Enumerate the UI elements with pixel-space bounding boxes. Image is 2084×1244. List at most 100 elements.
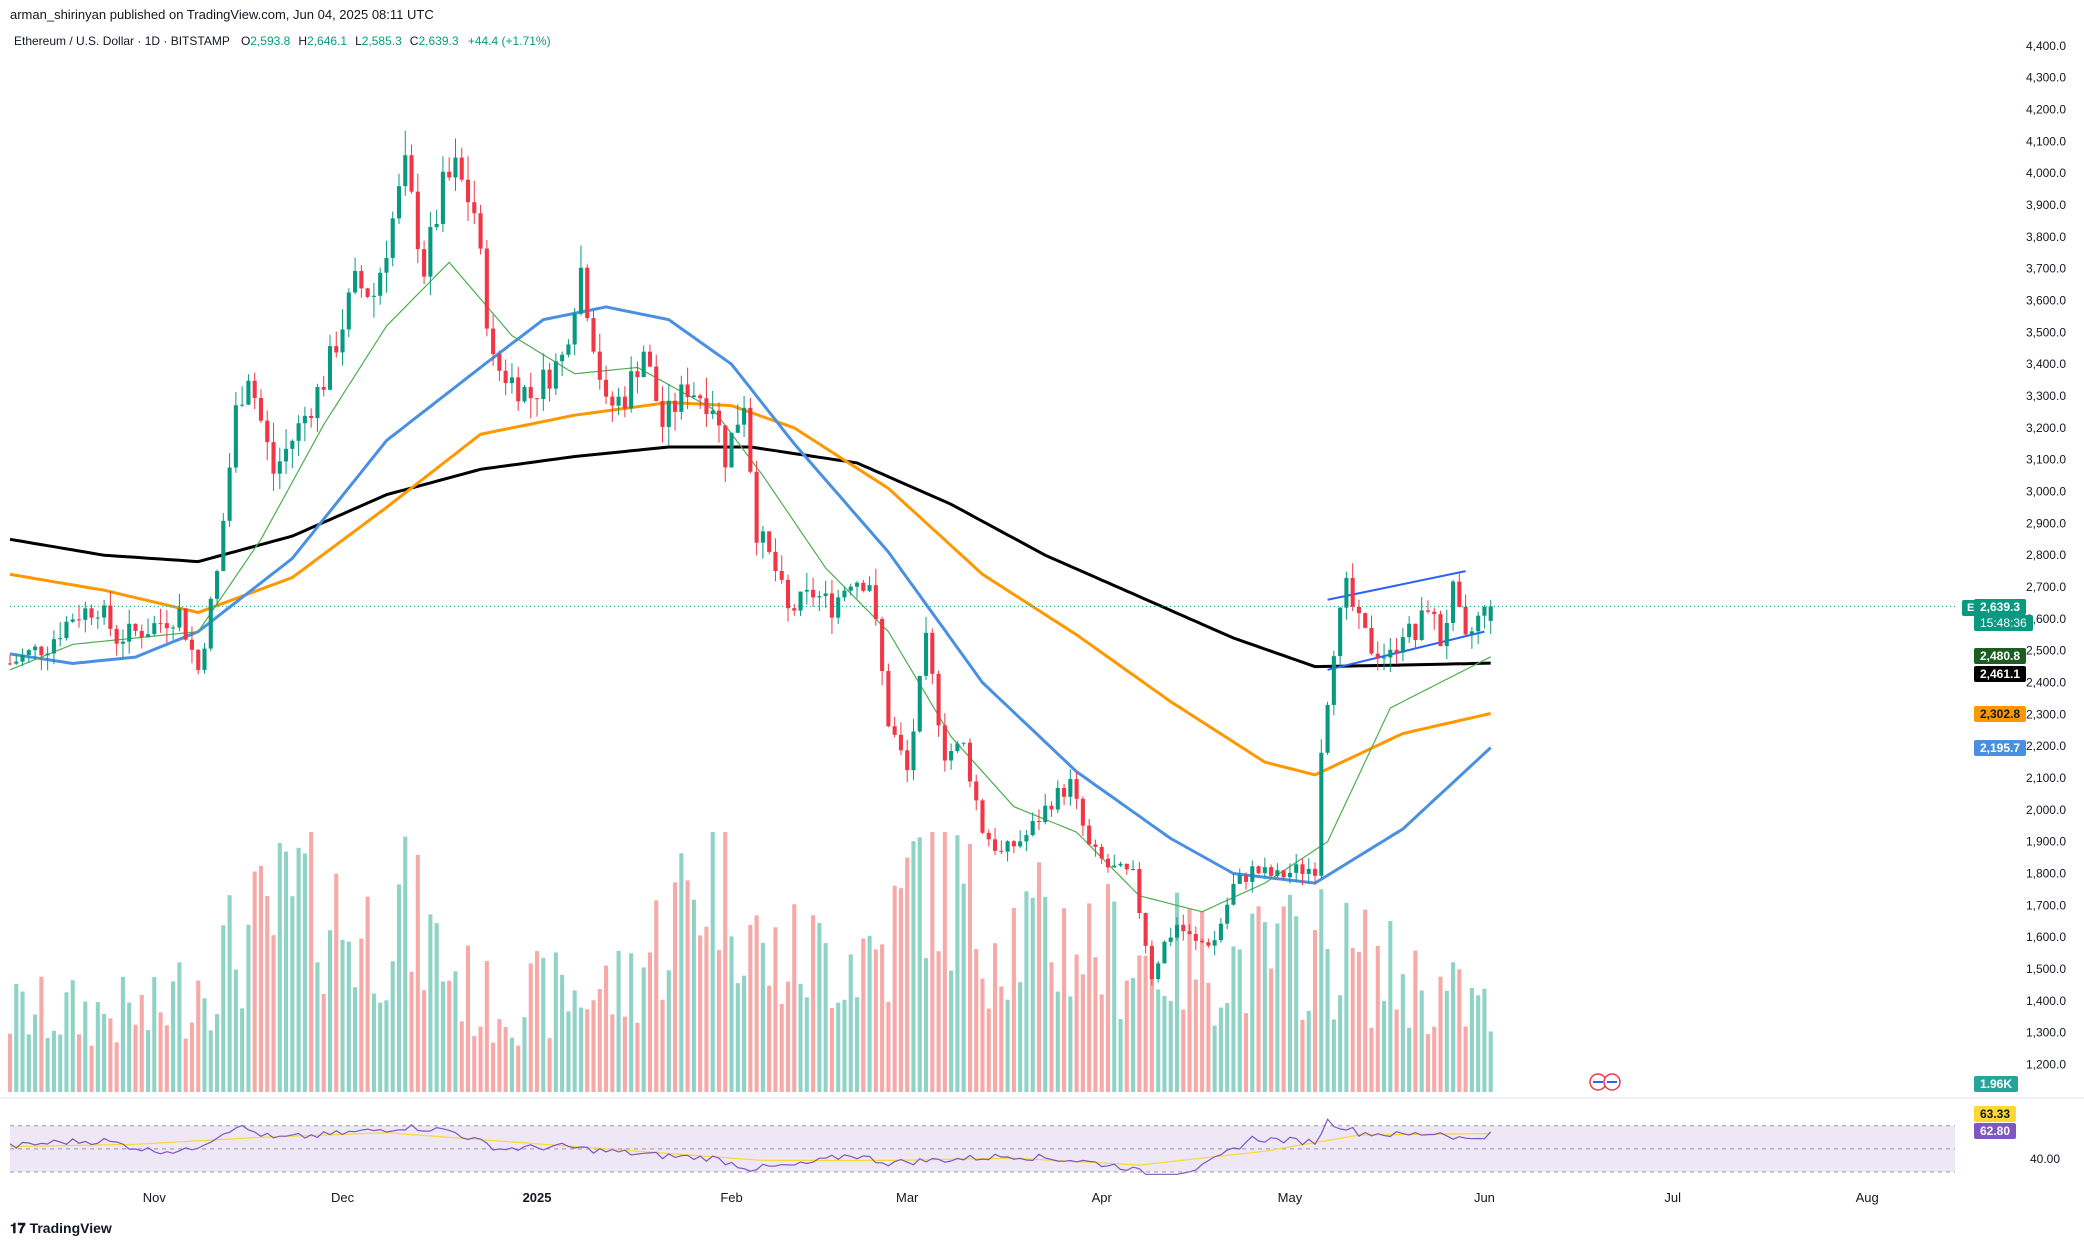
volume-bar <box>930 832 935 1092</box>
candle-body <box>51 639 56 654</box>
volume-bar <box>1382 1000 1387 1092</box>
candle-body <box>547 369 552 389</box>
volume-bar <box>396 884 402 1092</box>
candle-body <box>635 371 640 378</box>
candle-body <box>296 423 301 441</box>
volume-bar <box>327 930 333 1092</box>
volume-bar <box>183 1038 188 1092</box>
volume-bar <box>378 1002 383 1092</box>
candle-body <box>836 597 841 618</box>
candle-body <box>491 328 496 355</box>
volume-bar <box>547 1038 552 1092</box>
volume-bar <box>942 832 947 1092</box>
candle-body <box>854 582 860 587</box>
volume-bar <box>1350 947 1355 1092</box>
volume-bar <box>716 950 722 1092</box>
candle-body <box>798 591 803 611</box>
volume-bar <box>1394 1009 1399 1092</box>
candle-body <box>45 653 50 656</box>
volume-bar <box>898 888 903 1092</box>
volume-bar <box>353 987 358 1092</box>
candle-body <box>848 586 853 591</box>
volume-bar <box>14 983 19 1092</box>
y-tick-label: 3,100.0 <box>2026 453 2066 467</box>
volume-bar <box>1174 892 1180 1092</box>
volume-bar <box>1476 995 1481 1092</box>
candle-body <box>440 171 445 224</box>
candle-body <box>1463 606 1468 635</box>
candle-body <box>1080 798 1085 826</box>
volume-bar <box>892 885 897 1092</box>
volume-bar <box>1256 906 1261 1092</box>
ma-black-tag: 2,461.1 <box>1974 666 2027 682</box>
candle-body <box>898 734 903 751</box>
candle-body <box>108 605 113 629</box>
tradingview-logo[interactable]: 𝟏𝟕 TradingView <box>10 1220 112 1236</box>
candle-body <box>390 218 395 258</box>
volume-bar <box>1049 962 1054 1092</box>
volume-bar <box>917 837 922 1092</box>
candle-body <box>1200 940 1205 943</box>
candle-body <box>760 531 765 543</box>
candle-body <box>33 646 38 651</box>
candle-body <box>930 632 935 674</box>
candle-body <box>691 395 696 398</box>
candle-body <box>942 725 947 761</box>
candle-body <box>1382 657 1387 659</box>
candle-body <box>660 401 665 427</box>
candle-body <box>993 839 998 851</box>
volume-bar <box>560 974 565 1092</box>
candle-body <box>39 646 44 656</box>
candle-body <box>522 386 527 402</box>
candle-body <box>422 249 427 277</box>
candle-body <box>302 415 307 424</box>
volume-bar <box>1463 1026 1468 1092</box>
volume-bar <box>1312 930 1318 1092</box>
candle-body <box>1312 868 1318 876</box>
y-tick-label: 1,700.0 <box>2026 898 2066 912</box>
volume-bar <box>729 936 734 1092</box>
candle-body <box>578 267 583 314</box>
candle-body <box>1407 623 1412 638</box>
candle-body <box>1030 821 1035 836</box>
volume-bar <box>1118 1018 1123 1092</box>
candle-body <box>673 400 678 412</box>
volume-bar <box>359 938 364 1092</box>
candle-body <box>1432 611 1437 615</box>
y-tick-label: 1,900.0 <box>2026 835 2066 849</box>
candle-body <box>271 442 276 474</box>
volume-bar <box>340 939 345 1092</box>
volume-bar <box>585 1009 590 1092</box>
volume-bar <box>610 1014 615 1092</box>
candle-body <box>384 257 389 273</box>
y-tick-label: 1,500.0 <box>2026 962 2066 976</box>
volume-bar <box>1062 908 1067 1092</box>
candle-body <box>892 726 897 735</box>
candle-body <box>1243 875 1249 882</box>
y-tick-label: 2,100.0 <box>2026 771 2066 785</box>
volume-bar <box>1087 903 1092 1092</box>
candle-body <box>7 663 13 665</box>
volume-bar <box>1093 957 1098 1092</box>
volume-bar <box>64 992 69 1092</box>
candle-body <box>340 329 345 353</box>
volume-bar <box>635 1022 640 1092</box>
volume-bar <box>1444 990 1449 1092</box>
candle-body <box>1469 631 1474 635</box>
candle-body <box>729 432 734 468</box>
y-tick-label: 3,700.0 <box>2026 262 2066 276</box>
volume-bar <box>196 980 201 1092</box>
candle-body <box>83 608 88 620</box>
candle-body <box>1300 864 1305 874</box>
volume-bar <box>1231 946 1236 1092</box>
volume-bar <box>309 832 314 1092</box>
candle-body <box>196 649 201 670</box>
volume-bar <box>1281 906 1286 1092</box>
candle-body <box>76 619 82 621</box>
candle-body <box>1356 606 1361 614</box>
candle-body <box>120 641 125 644</box>
candle-body <box>1049 805 1054 810</box>
volume-bar <box>1099 994 1104 1092</box>
volume-bar <box>760 942 765 1092</box>
